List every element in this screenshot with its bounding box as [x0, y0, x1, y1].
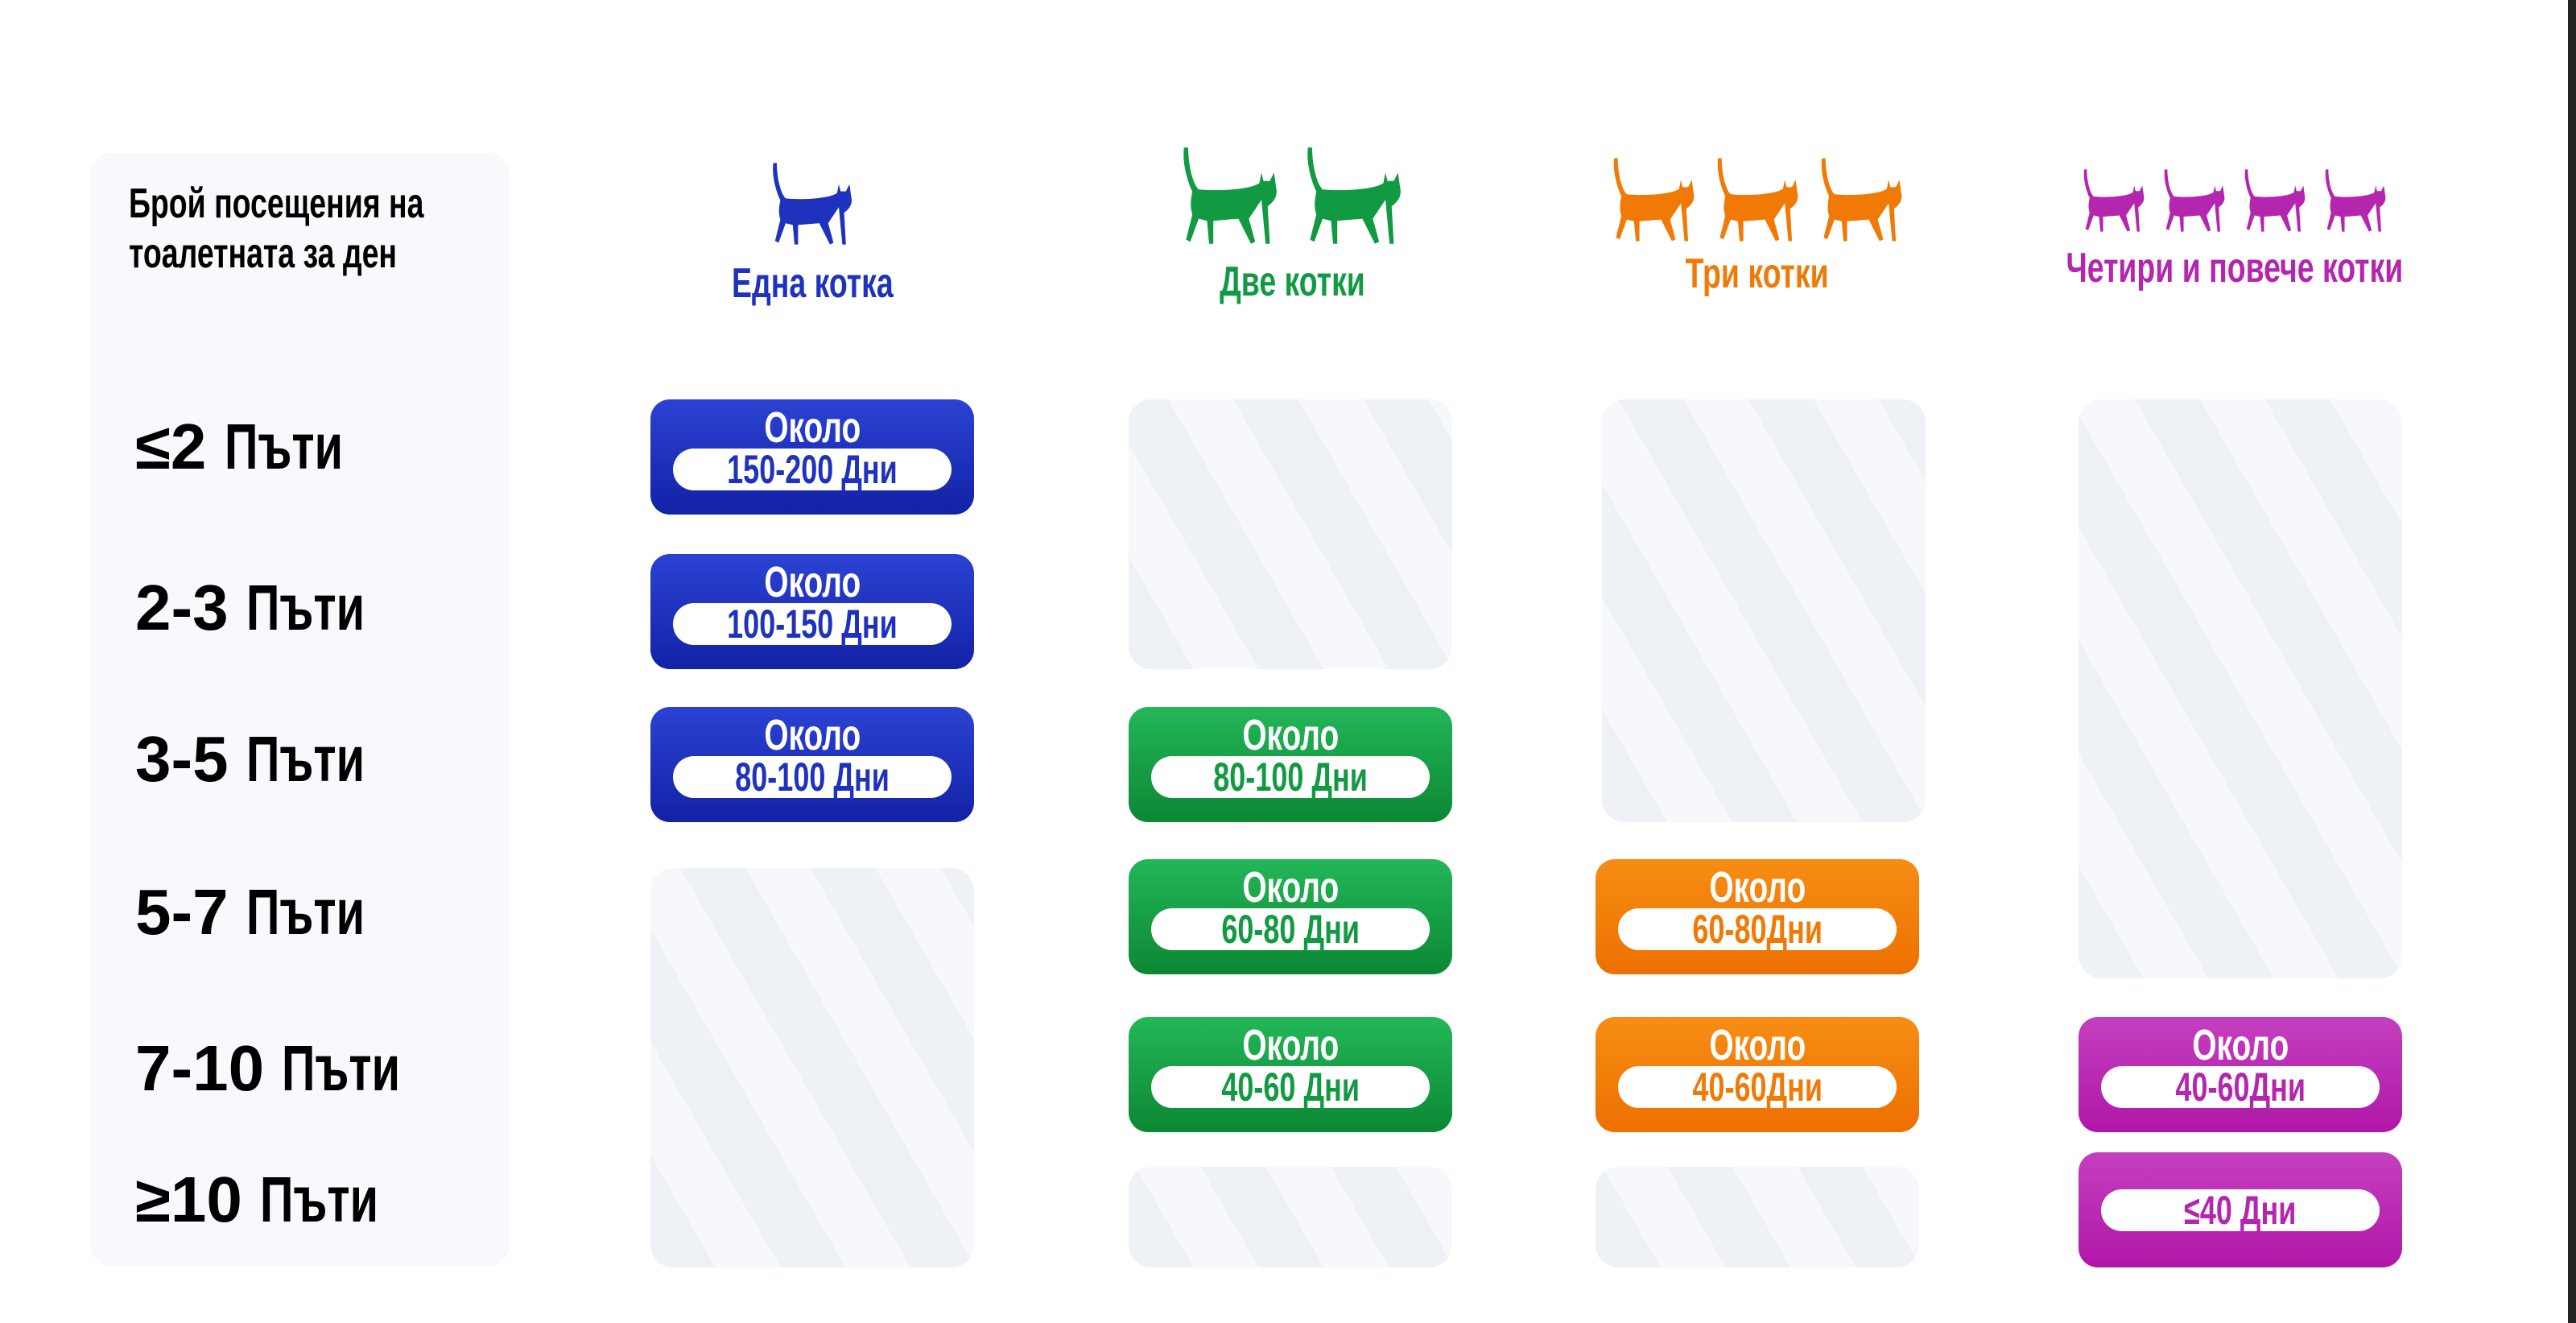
- badge-about: Около: [764, 711, 861, 759]
- row-unit: Пъти: [260, 1164, 379, 1235]
- badge-unit: Дни: [1303, 1065, 1360, 1110]
- cat-icon: [1707, 155, 1808, 245]
- cat-icon: [2236, 167, 2314, 234]
- cat-icon: [1604, 155, 1704, 245]
- badge-unit: Дни: [1303, 907, 1360, 952]
- row-header-title: Брой посещения на тоалетната за ден: [129, 179, 539, 279]
- badge-about: Около: [1709, 863, 1806, 912]
- empty-cell: [1129, 1167, 1452, 1267]
- badge-range: 80-100: [1213, 755, 1304, 800]
- cat-icon: [2075, 167, 2153, 234]
- window-edge: [2568, 0, 2576, 1323]
- row-unit: Пъти: [246, 876, 365, 948]
- row-label: 7-10 Пъти: [135, 1028, 447, 1109]
- column-header-one-cat: Една котка: [563, 148, 1062, 308]
- row-count: 2-3: [135, 572, 229, 643]
- badge-four-cats-7-10: Около 40-60Дни: [2079, 1017, 2402, 1132]
- row-label: 3-5 Пъти: [135, 719, 411, 800]
- badge-three-cats-7-10: Около 40-60Дни: [1596, 1017, 1919, 1132]
- row-count: 3-5: [135, 723, 229, 795]
- empty-cell: [1602, 399, 1926, 822]
- badge-range: 40-60: [1692, 1065, 1767, 1110]
- badge-four-cats-ge10: ≤40 Дни: [2079, 1152, 2402, 1267]
- badge-range: 80-100: [735, 755, 826, 800]
- cat-icon: [2317, 167, 2394, 234]
- row-header-line1: Брой посещения на: [129, 180, 424, 227]
- badge-range: ≤40: [2184, 1188, 2233, 1233]
- badge-range: 150-200: [727, 447, 834, 492]
- cat-icon: [1294, 143, 1414, 248]
- badge-one-cat-2-3: Около 100-150 Дни: [650, 554, 974, 669]
- row-unit: Пъти: [282, 1032, 401, 1104]
- badge-two-cats-7-10: Около 40-60 Дни: [1129, 1017, 1452, 1132]
- badge-about: Около: [2192, 1021, 2289, 1069]
- column-header-two-cats: Две котки: [1042, 139, 1542, 306]
- badge-two-cats-5-7: Около 60-80 Дни: [1129, 859, 1452, 974]
- left-panel: [90, 153, 510, 1266]
- badge-two-cats-3-5: Около 80-100 Дни: [1129, 707, 1452, 822]
- column-header-four-cats: Четири и повече котки: [1985, 165, 2484, 292]
- badge-unit: Дни: [841, 602, 898, 647]
- row-label: 2-3 Пъти: [135, 568, 411, 648]
- empty-cell: [1129, 399, 1452, 669]
- row-unit: Пъти: [246, 723, 365, 795]
- cat-icon: [1811, 155, 1912, 245]
- column-title: Три котки: [1685, 250, 1829, 297]
- column-title: Една котка: [731, 260, 894, 307]
- empty-cell: [1596, 1167, 1919, 1267]
- row-header-line2: тоалетната за ден: [129, 230, 398, 277]
- cat-icon: [762, 159, 862, 248]
- badge-about: Около: [1709, 1021, 1806, 1069]
- badge-range: 40-60: [1221, 1065, 1296, 1110]
- column-title: Четири и повече котки: [2066, 245, 2404, 291]
- badge-about: Около: [1242, 1021, 1339, 1069]
- badge-range: 100-150: [727, 602, 834, 647]
- badge-about: Около: [1242, 863, 1339, 912]
- row-label: 5-7 Пъти: [135, 872, 411, 953]
- row-unit: Пъти: [224, 411, 343, 482]
- badge-unit: Дни: [841, 447, 898, 492]
- column-title: Две котки: [1219, 258, 1365, 305]
- badge-about: Около: [764, 558, 861, 606]
- badge-one-cat-3-5: Около 80-100 Дни: [650, 707, 974, 822]
- badge-range: 60-80: [1692, 907, 1767, 952]
- row-count: ≤2: [135, 411, 207, 482]
- badge-unit: Дни: [2240, 1188, 2297, 1233]
- badge-unit: Дни: [1766, 907, 1823, 952]
- badge-about: Около: [764, 403, 861, 452]
- badge-unit: Дни: [1311, 755, 1368, 800]
- badge-three-cats-5-7: Около 60-80Дни: [1596, 859, 1919, 974]
- empty-cell: [650, 868, 974, 1267]
- row-label: ≥10 Пъти: [135, 1160, 424, 1240]
- row-count: 7-10: [135, 1032, 265, 1104]
- column-header-three-cats: Три котки: [1508, 148, 2007, 298]
- badge-one-cat-le2: Около 150-200 Дни: [650, 399, 974, 515]
- badge-about: Около: [1242, 711, 1339, 759]
- row-count: 5-7: [135, 876, 229, 948]
- badge-unit: Дни: [2249, 1065, 2306, 1110]
- badge-range: 40-60: [2175, 1065, 2250, 1110]
- cat-icon: [2156, 167, 2233, 234]
- badge-unit: Дни: [1766, 1065, 1823, 1110]
- empty-cell: [2079, 399, 2402, 978]
- row-count: ≥10: [135, 1164, 242, 1235]
- cat-icon: [1170, 143, 1290, 248]
- badge-range: 60-80: [1221, 907, 1296, 952]
- row-unit: Пъти: [246, 572, 365, 643]
- badge-unit: Дни: [833, 755, 890, 800]
- row-label: ≤2 Пъти: [135, 407, 389, 487]
